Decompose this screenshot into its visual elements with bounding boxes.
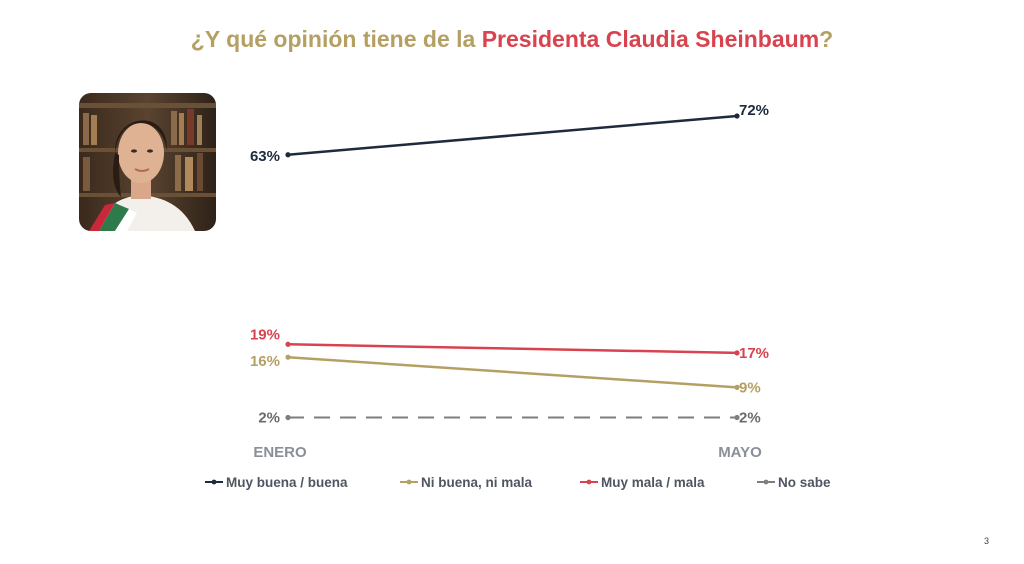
legend-marker-muy-buena-buena — [211, 479, 217, 485]
x-tick-label-enero: ENERO — [253, 444, 307, 461]
title-suffix: ? — [819, 26, 834, 52]
data-label-ni-buena-ni-mala-1: 9% — [739, 379, 761, 396]
legend-marker-no-sabe — [763, 479, 769, 485]
legend-label-no-sabe: No sabe — [778, 475, 831, 490]
legend-marker-muy-mala-mala — [586, 479, 592, 485]
legend-marker-ni-buena-ni-mala — [406, 479, 412, 485]
data-label-muy-buena-buena-1: 72% — [739, 102, 769, 119]
data-label-muy-buena-buena-0: 63% — [250, 148, 280, 165]
point-muy-buena-buena-0 — [285, 152, 291, 158]
point-ni-buena-ni-mala-1 — [734, 384, 740, 390]
data-label-no-sabe-0: 2% — [258, 410, 280, 427]
president-portrait — [79, 93, 216, 231]
legend-label-muy-mala-mala: Muy mala / mala — [601, 475, 705, 490]
data-label-ni-buena-ni-mala-0: 16% — [250, 353, 280, 370]
point-ni-buena-ni-mala-0 — [285, 354, 291, 360]
point-no-sabe-0 — [285, 414, 291, 421]
chart-title: ¿Y qué opinión tiene de la Presidenta Cl… — [0, 26, 1024, 53]
legend-label-ni-buena-ni-mala: Ni buena, ni mala — [421, 475, 533, 490]
page-number: 3 — [984, 536, 990, 546]
series-line-muy-mala-mala — [287, 343, 738, 355]
legend-label-muy-buena-buena: Muy buena / buena — [226, 475, 348, 490]
data-label-no-sabe-1: 2% — [739, 410, 761, 427]
title-prefix: ¿Y qué opinión tiene de la — [190, 26, 482, 52]
point-muy-mala-mala-1 — [734, 350, 740, 356]
point-muy-mala-mala-0 — [285, 341, 291, 347]
x-tick-label-mayo: MAYO — [718, 444, 762, 461]
series-line-ni-buena-ni-mala — [287, 355, 738, 389]
point-muy-buena-buena-1 — [734, 113, 740, 119]
data-label-muy-mala-mala-1: 17% — [739, 345, 769, 362]
title-highlight: Presidenta Claudia Sheinbaum — [481, 26, 820, 52]
point-no-sabe-1 — [734, 414, 740, 421]
data-label-muy-mala-mala-0: 19% — [250, 326, 280, 343]
series-line-muy-buena-buena — [287, 114, 738, 157]
